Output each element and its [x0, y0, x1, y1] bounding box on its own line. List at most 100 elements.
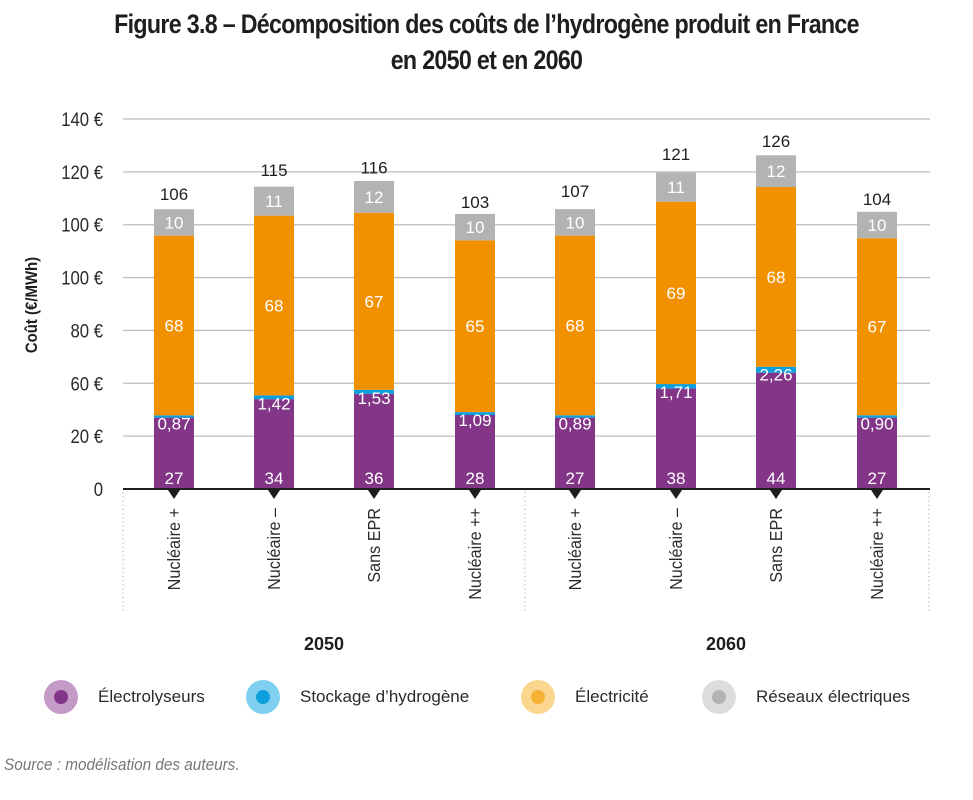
bar-segment--lectricit- [455, 240, 495, 413]
bar-segment--lectricit- [354, 212, 394, 390]
total-label: 121 [662, 145, 690, 164]
bar-segment-stockage-d-hydrog-ne [154, 415, 194, 418]
legend-label: Réseaux électriques [756, 687, 911, 706]
data-label: 0,89 [558, 414, 591, 433]
source-note: Source : modélisation des auteurs. [4, 755, 240, 774]
bar-segment-r-seaux-lectriques [656, 172, 696, 202]
bar-segment-r-seaux-lectriques [254, 186, 294, 216]
data-label: 10 [868, 216, 887, 235]
data-label: 2,26 [759, 366, 792, 385]
y-tick-label: 120 € [61, 162, 103, 183]
bar-segment-stockage-d-hydrog-ne [455, 412, 495, 415]
bar-segment--lectricit- [555, 235, 595, 416]
data-label: 11 [667, 178, 685, 197]
bar-segment-stockage-d-hydrog-ne [354, 389, 394, 394]
data-label: 65 [466, 317, 485, 336]
x-category-label: Nucléaire + [565, 508, 585, 590]
data-label: 69 [667, 284, 686, 303]
bar-segment--lectrolyseurs [354, 393, 394, 489]
total-label: 116 [360, 158, 387, 177]
x-category-label: Nucléaire ++ [465, 508, 485, 600]
bar-segment--lectricit- [154, 235, 194, 416]
group-label: 2060 [706, 634, 746, 654]
data-label: 68 [165, 316, 184, 335]
tick-marker-icon [770, 490, 782, 499]
total-label: 104 [863, 190, 891, 209]
legend-swatch-icon [44, 680, 78, 714]
total-label: 103 [461, 193, 489, 212]
data-label: 12 [365, 188, 384, 207]
data-label: 27 [868, 469, 887, 488]
title-line-2: en 2050 et en 2060 [390, 45, 583, 75]
tick-marker-icon [670, 490, 682, 499]
tick-marker-icon [268, 490, 280, 499]
x-category-label: Nucléaire – [264, 508, 284, 590]
data-label: 34 [265, 469, 284, 488]
bar-segment-stockage-d-hydrog-ne [756, 366, 796, 373]
legend-item-reseaux: Réseaux électriques [702, 680, 910, 714]
y-tick-label: 60 € [70, 373, 103, 394]
bar-segment--lectrolyseurs [555, 417, 595, 489]
data-label: 67 [868, 318, 887, 337]
bar-segment-r-seaux-lectriques [756, 155, 796, 188]
bar-segment--lectricit- [857, 238, 897, 416]
bar-segment-r-seaux-lectriques [154, 209, 194, 236]
tick-marker-icon [569, 490, 581, 499]
data-label: 1,71 [659, 383, 692, 402]
y-tick-label: 0 [94, 479, 103, 500]
total-label: 106 [160, 185, 188, 204]
data-label: 12 [767, 162, 786, 181]
tick-marker-icon [168, 490, 180, 499]
bar-segment-r-seaux-lectriques [555, 209, 595, 236]
total-label: 115 [260, 161, 287, 180]
bar-segment-stockage-d-hydrog-ne [857, 415, 897, 418]
x-category-label: Nucléaire – [666, 508, 686, 590]
data-label: 38 [667, 469, 686, 488]
bar-segment-stockage-d-hydrog-ne [555, 415, 595, 418]
data-label: 0,87 [157, 414, 190, 433]
bar-segment-r-seaux-lectriques [857, 211, 897, 239]
data-label: 11 [265, 192, 283, 211]
tick-marker-icon [368, 490, 380, 499]
bar-segment-stockage-d-hydrog-ne [656, 384, 696, 389]
data-label: 10 [165, 213, 184, 232]
y-tick-label: 100 € [61, 268, 103, 289]
bar-segment-r-seaux-lectriques [455, 213, 495, 241]
y-tick-label: 140 € [61, 109, 103, 130]
x-category-label: Nucléaire + [164, 508, 184, 590]
data-label: 1,42 [257, 394, 290, 413]
bar-segment-r-seaux-lectriques [354, 181, 394, 213]
data-label: 0,90 [860, 414, 893, 433]
stacked-bar-chart: 0 20 € 60 € 80 € 100 € 100 € 120 € 140 € Coût (€… [23, 109, 930, 654]
data-label: 44 [767, 469, 786, 488]
bar-segment--lectrolyseurs [254, 399, 294, 489]
chart-title: Figure 3.8 – Décomposition des coûts de … [68, 6, 905, 78]
data-label: 68 [566, 316, 585, 335]
data-label: 67 [365, 292, 384, 311]
total-label: 126 [762, 132, 790, 151]
data-label: 68 [767, 268, 786, 287]
legend-swatch-icon [246, 680, 280, 714]
data-label: 27 [566, 469, 585, 488]
legend-label: Stockage d’hydrogène [300, 687, 470, 706]
data-label: 1,09 [458, 411, 491, 430]
legend-label: Électricité [575, 687, 649, 706]
bar-segment--lectrolyseurs [455, 415, 495, 489]
legend-item-electrolyseurs: Électrolyseurs [44, 680, 205, 714]
y-tick-label: 80 € [70, 320, 103, 341]
bar-segment-stockage-d-hydrog-ne [254, 395, 294, 400]
bar-segment--lectricit- [756, 187, 796, 367]
data-label: 10 [466, 218, 485, 237]
group-label: 2050 [304, 634, 344, 654]
legend-swatch-icon [702, 680, 736, 714]
bar-segment--lectricit- [656, 201, 696, 385]
legend-swatch-icon [521, 680, 555, 714]
y-axis-label: Coût (€/MWh) [23, 257, 41, 353]
tick-marker-icon [871, 490, 883, 499]
total-label: 107 [561, 182, 589, 201]
data-label: 36 [365, 469, 384, 488]
legend: Électrolyseurs Stockage d’hydrogène Élec… [0, 680, 973, 720]
x-category-label: Nucléaire ++ [867, 508, 887, 600]
x-category-label: Sans EPR [364, 508, 384, 583]
bar-segment--lectrolyseurs [857, 417, 897, 489]
